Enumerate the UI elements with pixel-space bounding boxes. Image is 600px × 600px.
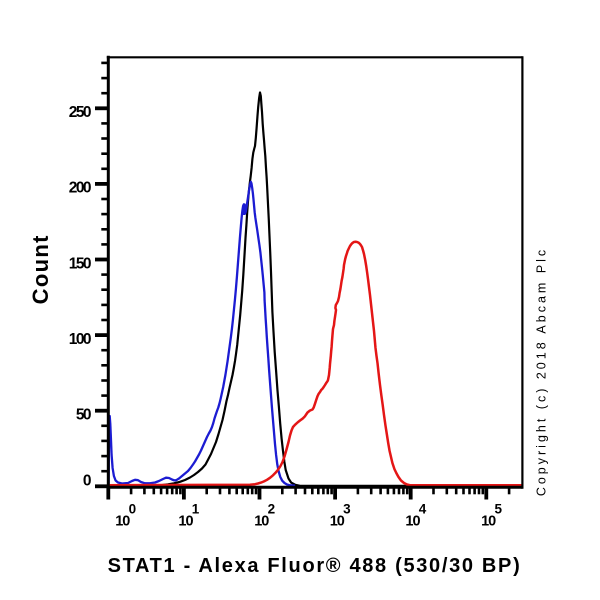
svg-text:Count: Count [28, 234, 53, 304]
svg-text:50: 50 [76, 407, 91, 424]
svg-text:2: 2 [268, 501, 276, 516]
svg-text:Copyright (c) 2018 Abcam Plc: Copyright (c) 2018 Abcam Plc [534, 247, 548, 496]
svg-text:0: 0 [83, 472, 91, 489]
svg-text:10: 10 [405, 514, 420, 530]
svg-text:10: 10 [481, 514, 496, 530]
svg-text:200: 200 [69, 180, 91, 197]
svg-text:10: 10 [115, 514, 130, 530]
svg-text:1: 1 [192, 501, 200, 516]
svg-text:10: 10 [254, 514, 269, 530]
svg-text:STAT1 - Alexa Fluor® 488 (530/: STAT1 - Alexa Fluor® 488 (530/30 BP) [108, 555, 522, 577]
svg-text:0: 0 [129, 501, 137, 516]
svg-text:10: 10 [330, 514, 345, 530]
svg-text:4: 4 [419, 501, 427, 516]
svg-text:5: 5 [495, 501, 503, 516]
svg-text:150: 150 [69, 255, 91, 272]
svg-text:250: 250 [69, 104, 91, 121]
svg-text:3: 3 [343, 501, 351, 516]
svg-text:100: 100 [69, 331, 91, 348]
svg-text:10: 10 [178, 514, 193, 530]
